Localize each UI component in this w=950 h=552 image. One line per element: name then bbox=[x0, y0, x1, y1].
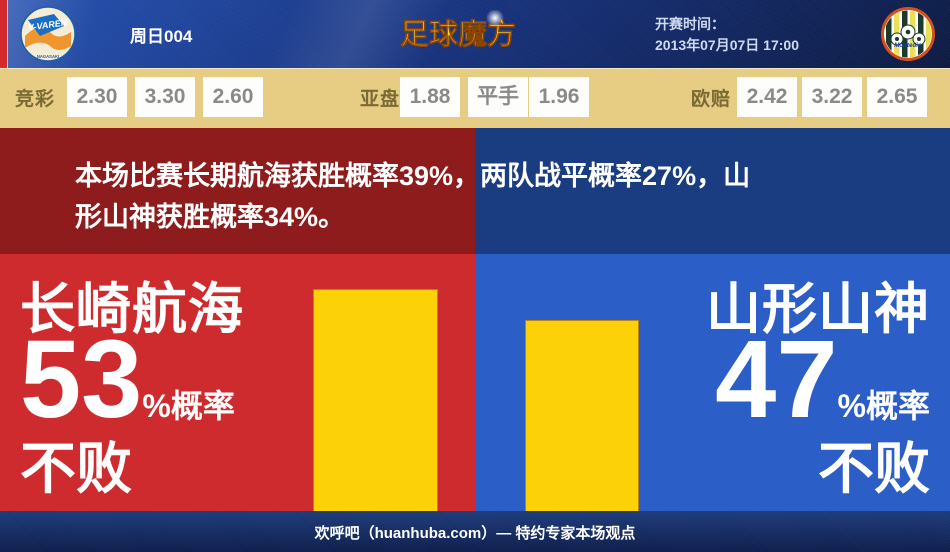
svg-text:NAGASAKI: NAGASAKI bbox=[37, 54, 59, 59]
svg-text:Montedio: Montedio bbox=[894, 42, 922, 49]
